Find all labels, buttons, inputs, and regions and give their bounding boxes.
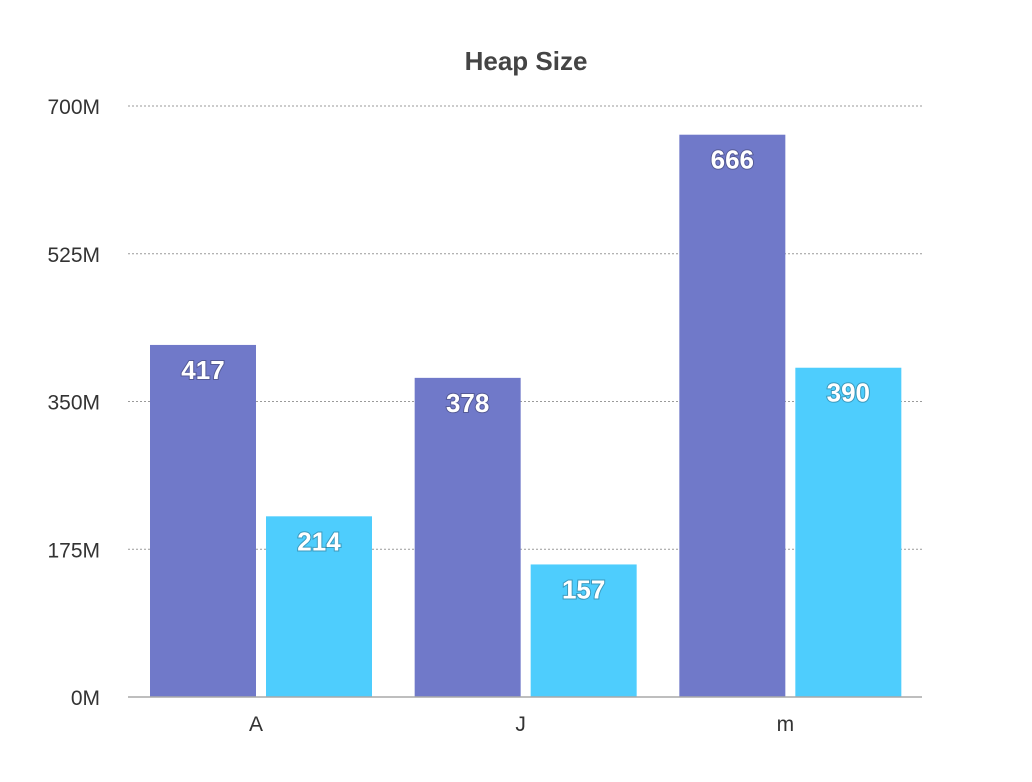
bar <box>530 564 637 697</box>
data-label: 157 <box>562 574 605 604</box>
bars <box>150 134 902 698</box>
bar <box>150 344 256 697</box>
data-label: 666 <box>711 145 754 175</box>
y-tick-label: 175M <box>47 539 100 562</box>
x-tick-label: m <box>777 713 795 736</box>
x-tick-label: J <box>515 713 526 736</box>
data-label: 390 <box>827 378 870 408</box>
bar <box>414 377 521 697</box>
data-labels: 417 214 378 157 666 390 <box>180 144 871 606</box>
y-tick-label: 700M <box>47 96 100 119</box>
data-label: 417 <box>181 355 224 385</box>
y-tick-label: 525M <box>47 244 100 267</box>
gridlines <box>128 105 922 550</box>
y-axis-ticks: 0M 175M 350M 525M 700M <box>47 96 100 710</box>
bar <box>679 134 786 698</box>
chart-title: Heap Size <box>465 46 588 76</box>
bar <box>795 367 902 697</box>
y-tick-label: 350M <box>47 392 100 415</box>
data-label: 378 <box>446 388 489 418</box>
data-label: 214 <box>297 526 341 556</box>
bar <box>266 516 372 697</box>
y-tick-label: 0M <box>71 687 100 710</box>
x-tick-label: A <box>249 713 263 736</box>
